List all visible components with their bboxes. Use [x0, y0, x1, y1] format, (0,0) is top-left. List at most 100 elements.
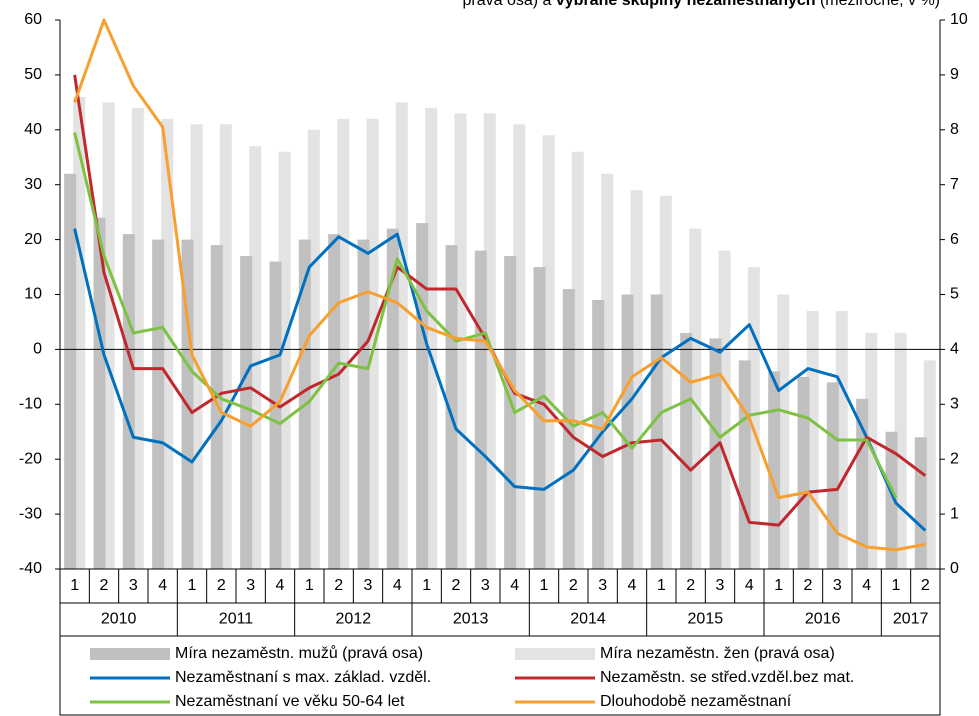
bar: [513, 124, 526, 569]
title-part: pravá osa) a: [462, 0, 555, 9]
bar: [210, 245, 223, 569]
bar: [328, 234, 341, 570]
x-tick-label: 1: [657, 577, 666, 594]
y-tick-label: -30: [19, 505, 42, 522]
x-tick-label: 3: [129, 577, 138, 594]
bar: [269, 261, 282, 569]
bar: [445, 245, 458, 569]
x-tick-label: 2: [334, 577, 343, 594]
legend-label: Nezaměstnaní ve věku 50-64 let: [175, 693, 405, 710]
x-tick-label: 1: [774, 577, 783, 594]
x-tick-label: 3: [364, 577, 373, 594]
legend-label: Dlouhodobě nezaměstnaní: [600, 693, 792, 710]
y-tick-label: 10: [24, 286, 42, 303]
bar: [592, 299, 605, 569]
bar: [650, 294, 663, 569]
bar: [474, 250, 487, 569]
x-tick-label: 3: [481, 577, 490, 594]
bar: [768, 371, 781, 569]
year-label: 2017: [893, 611, 929, 628]
year-label: 2015: [688, 611, 724, 628]
legend-label: Nezaměstn. se střed.vzděl.bez mat.: [600, 669, 854, 686]
chart-title: pravá osa) a vybrané skupiny nezaměstnan…: [462, 0, 940, 9]
x-tick-label: 4: [745, 577, 754, 594]
x-tick-label: 1: [892, 577, 901, 594]
bar: [504, 256, 517, 569]
y2-tick-label: 10: [950, 11, 968, 28]
x-tick-label: 1: [188, 577, 197, 594]
x-tick-label: 1: [540, 577, 549, 594]
legend-label: Míra nezaměstn. žen (pravá osa): [600, 645, 835, 662]
x-tick-label: 3: [598, 577, 607, 594]
bar: [562, 289, 575, 569]
title-part: vybrané skupiny nezaměstnaných: [556, 0, 816, 9]
bar: [122, 234, 135, 570]
y-tick-label: 60: [24, 11, 42, 28]
x-tick-label: 2: [569, 577, 578, 594]
bar: [885, 431, 898, 569]
x-tick-label: 4: [393, 577, 402, 594]
x-tick-label: 1: [422, 577, 431, 594]
x-tick-label: 4: [158, 577, 167, 594]
line: [73, 18, 926, 552]
y-tick-label: -40: [19, 560, 42, 577]
bar: [680, 332, 693, 569]
year-label: 2012: [336, 611, 372, 628]
x-tick-label: 4: [276, 577, 285, 594]
x-tick-label: 2: [686, 577, 695, 594]
line: [73, 132, 898, 499]
bar: [152, 239, 165, 569]
y2-tick-label: 0: [950, 560, 959, 577]
y2-tick-label: 1: [950, 505, 959, 522]
bar: [826, 382, 839, 569]
year-label: 2014: [570, 611, 606, 628]
year-label: 2011: [219, 611, 254, 628]
year-label: 2013: [453, 611, 489, 628]
bar: [621, 294, 634, 569]
x-tick-label: 4: [628, 577, 637, 594]
y-tick-label: 50: [24, 66, 42, 83]
y2-tick-label: 9: [950, 66, 959, 83]
legend-label: Nezaměstnaní s max. základ. vzděl.: [175, 669, 431, 686]
title-part: (meziročně, v %): [816, 0, 940, 9]
bar: [738, 360, 751, 569]
y2-tick-label: 5: [950, 286, 959, 303]
x-tick-label: 4: [862, 577, 871, 594]
x-tick-label: 2: [217, 577, 226, 594]
y-tick-label: 20: [24, 231, 42, 248]
y2-tick-label: 2: [950, 450, 959, 467]
bar: [240, 256, 253, 569]
y2-tick-label: 3: [950, 396, 959, 413]
y-tick-label: -10: [19, 396, 42, 413]
bar: [416, 223, 429, 569]
y-tick-label: -20: [19, 450, 42, 467]
bar: [386, 228, 399, 569]
x-tick-label: 2: [804, 577, 813, 594]
bar: [797, 376, 810, 569]
line: [73, 228, 927, 532]
x-tick-label: 3: [246, 577, 255, 594]
y2-tick-label: 8: [950, 121, 959, 138]
x-tick-label: 4: [510, 577, 519, 594]
bar: [357, 239, 370, 569]
year-label: 2010: [101, 611, 137, 628]
y2-tick-label: 4: [950, 341, 959, 358]
y2-tick-label: 7: [950, 176, 959, 193]
bar: [709, 338, 722, 569]
x-tick-label: 3: [716, 577, 725, 594]
legend-label: Míra nezaměstn. mužů (pravá osa): [175, 644, 423, 662]
year-label: 2016: [805, 611, 841, 628]
y-tick-label: 0: [33, 341, 42, 358]
legend-swatch: [90, 648, 170, 660]
x-tick-label: 1: [305, 577, 314, 594]
legend-box: [59, 635, 941, 716]
x-tick-label: 3: [833, 577, 842, 594]
bar: [93, 217, 106, 569]
y2-tick-label: 6: [950, 231, 959, 248]
x-tick-label: 2: [921, 577, 930, 594]
y-tick-label: 40: [24, 121, 42, 138]
x-tick-label: 2: [100, 577, 109, 594]
y-tick-label: 30: [24, 176, 42, 193]
x-tick-label: 2: [452, 577, 461, 594]
